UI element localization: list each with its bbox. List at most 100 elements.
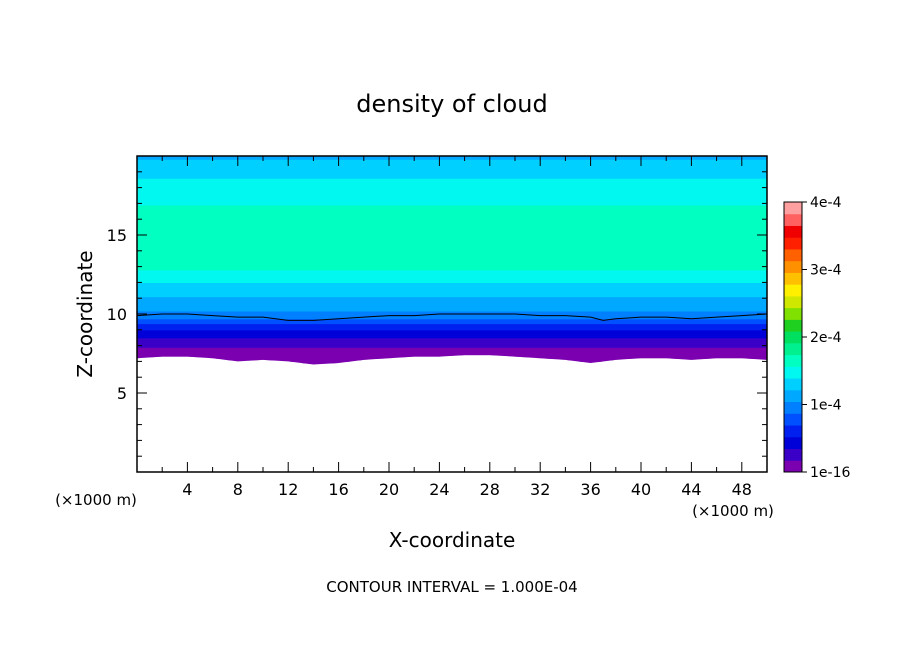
density-band (137, 306, 767, 309)
density-band (137, 190, 767, 193)
density-band (137, 293, 767, 296)
density-band (137, 160, 767, 163)
chart-title: density of cloud (356, 90, 547, 118)
density-band (137, 334, 767, 337)
density-band (137, 328, 767, 331)
density-band (137, 201, 767, 204)
colorbar-band (784, 307, 802, 320)
density-band (137, 295, 767, 298)
density-band (137, 250, 767, 253)
colorbar-band (784, 272, 802, 285)
density-band (137, 198, 767, 201)
density-band (137, 298, 767, 301)
density-band (137, 208, 767, 211)
density-band (137, 249, 767, 252)
density-band (137, 329, 767, 332)
colorbar-band (784, 284, 802, 297)
colorbar-tick-label: 4e-4 (810, 195, 842, 211)
colorbar-band (784, 436, 802, 450)
density-band (137, 321, 767, 325)
density-band (137, 181, 767, 184)
density-band (137, 203, 767, 206)
y-tick-label: 15 (107, 226, 127, 245)
density-band (137, 323, 767, 326)
density-band (137, 214, 767, 217)
x-tick-label: 44 (681, 480, 701, 499)
density-band (137, 351, 767, 355)
density-band (137, 206, 767, 209)
colorbar-band (784, 331, 802, 344)
density-band (137, 163, 767, 167)
density-band (137, 189, 767, 192)
density-band (137, 283, 767, 287)
density-band (137, 216, 767, 219)
density-band (137, 228, 767, 231)
density-band (137, 280, 767, 283)
x-tick-label: 24 (429, 480, 449, 499)
density-band (137, 178, 767, 181)
density-band (137, 156, 767, 159)
x-tick-label: 28 (480, 480, 500, 499)
density-band (137, 344, 767, 347)
density-band (137, 268, 767, 271)
density-band (137, 253, 767, 257)
x-unit-right: (×1000 m) (692, 502, 774, 520)
density-band (137, 195, 767, 198)
density-band (137, 230, 767, 233)
density-band (137, 176, 767, 179)
density-band (137, 310, 767, 314)
density-band (137, 184, 767, 187)
density-band (137, 315, 767, 318)
density-band (137, 265, 767, 268)
density-band (137, 159, 767, 162)
y-axis-ticks: 5 10 15 (107, 171, 767, 457)
colorbar-band (784, 425, 802, 438)
colorbar: 1e-16 1e-4 2e-4 3e-4 4e-4 (783, 195, 850, 481)
colorbar-band (784, 202, 802, 215)
colorbar-band (784, 260, 802, 273)
density-band (137, 239, 767, 242)
contour-line-1e-4 (137, 313, 767, 321)
density-band (137, 162, 767, 165)
density-band (137, 165, 767, 168)
x-tick-label: 20 (379, 480, 399, 499)
density-band (137, 271, 767, 274)
density-band (137, 204, 767, 208)
colorbar-tick-label: 3e-4 (810, 263, 842, 279)
colorbar-band (784, 213, 802, 226)
density-band (137, 219, 767, 222)
density-band (137, 320, 767, 323)
density-band (137, 272, 767, 276)
density-band (137, 318, 767, 321)
colorbar-band (784, 366, 802, 379)
density-band (137, 227, 767, 230)
colorbar-band (784, 319, 802, 332)
density-band (137, 220, 767, 223)
y-axis-label: Z-coordinate (73, 250, 97, 377)
density-band (137, 309, 767, 312)
density-band (137, 307, 767, 310)
colorbar-band (784, 354, 802, 367)
x-tick-label: 12 (278, 480, 298, 499)
density-band (137, 225, 767, 228)
y-tick-label: 10 (107, 305, 127, 324)
colorbar-band (784, 401, 802, 414)
density-band (137, 241, 767, 244)
density-band (137, 179, 767, 182)
density-band (137, 182, 767, 186)
density-band (137, 200, 767, 203)
density-band (137, 296, 767, 299)
density-band (137, 235, 767, 238)
density-band (137, 301, 767, 304)
x-unit-left: (×1000 m) (55, 491, 137, 509)
density-band (137, 197, 767, 200)
density-band (137, 348, 767, 351)
density-band (137, 212, 767, 216)
density-band (137, 361, 767, 364)
density-band (137, 336, 767, 339)
density-band (137, 238, 767, 241)
density-band (137, 353, 767, 356)
colorbar-band (784, 460, 802, 473)
colorbar-tick-label: 1e-16 (810, 465, 850, 481)
